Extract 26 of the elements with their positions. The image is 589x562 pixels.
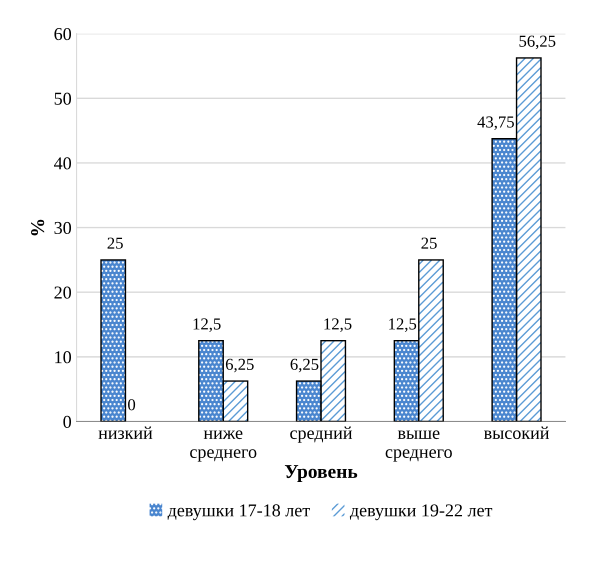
data-label: 25: [108, 238, 123, 249]
y-tick-label: 40: [54, 157, 72, 170]
x-tick-label: средний: [290, 426, 352, 443]
y-tick-label: 0: [63, 416, 72, 428]
y-axis-title: %: [31, 220, 44, 236]
y-tick-label: 60: [54, 28, 72, 40]
y-tick-label: 20: [54, 286, 72, 299]
data-label: 12,5: [324, 318, 352, 332]
data-label: 56,25: [519, 36, 556, 50]
data-label: 0: [128, 399, 136, 410]
legend-label: девушки 17-18 лет: [168, 504, 310, 520]
x-tick-label: ниже среднего: [190, 430, 256, 462]
x-tick-label: высокий: [484, 426, 550, 440]
data-label: 12,5: [194, 318, 221, 332]
x-axis-title: Уровень: [284, 465, 358, 482]
legend-label: девушки 19-22 лет: [350, 504, 492, 520]
x-tick-label: низкий: [98, 426, 152, 440]
y-tick-label: 50: [54, 92, 72, 105]
data-label: 12,5: [389, 318, 416, 332]
y-tick-label: 30: [54, 222, 72, 234]
data-label: 25: [421, 238, 437, 249]
data-label: 43,75: [477, 116, 514, 130]
data-label: 6,25: [226, 358, 254, 372]
data-label: 6,25: [290, 358, 318, 372]
x-tick-label: выше среднего: [386, 430, 452, 462]
y-tick-label: 10: [55, 351, 72, 364]
